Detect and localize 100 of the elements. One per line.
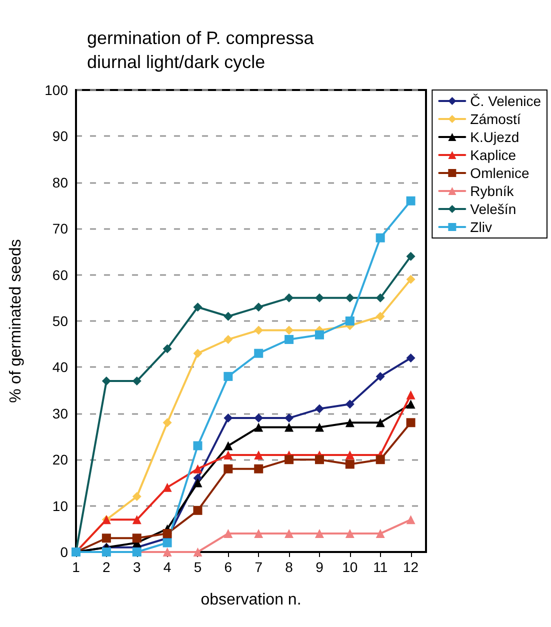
x-tick-label: 9 [316,559,324,575]
legend-label: Zliv [470,219,492,235]
point [254,348,264,358]
point [162,529,172,538]
x-tick-label: 11 [373,559,388,575]
legend-label: Omlenice [470,165,530,181]
point [193,506,202,515]
point [162,418,172,428]
point [314,455,324,464]
point [162,482,172,492]
point [406,418,416,428]
y-tick-label: 30 [52,405,68,422]
point [193,478,202,488]
point [345,400,354,409]
y-tick-label: 10 [52,498,68,514]
point [284,422,294,432]
point [162,548,172,556]
point [284,293,294,302]
point [345,316,354,326]
point [284,455,294,464]
y-tick-label: 70 [52,220,68,237]
point [224,414,233,423]
x-tick-label: 2 [102,559,111,575]
point [376,312,385,321]
x-tick-label: 7 [254,559,263,575]
point [376,233,385,242]
point [224,464,233,474]
point [162,538,172,548]
point [132,534,142,543]
point [314,293,324,302]
point [406,196,416,206]
y-axis-title: % of germinated seeds [8,239,24,403]
legend-label: Zámostí [470,111,521,127]
point [162,344,172,354]
chart-title: germination of P. compressa [87,28,315,48]
point [406,353,416,362]
y-tick-label: 100 [44,82,68,98]
point [314,330,324,340]
point [376,293,385,302]
legend-label: Rybník [470,183,515,199]
legend-label: Kaplice [470,147,516,163]
x-tick-label: 10 [342,559,358,575]
y-tick-label: 40 [52,359,68,376]
point [376,455,385,464]
point [224,334,233,344]
point [254,302,264,312]
legend-label: Velešín [470,201,516,217]
point [314,422,324,432]
chart-subtitle: diurnal light/dark cycle [87,52,266,72]
point [193,302,202,312]
point [345,529,354,538]
point [254,450,264,460]
point [224,529,233,538]
point [345,418,354,428]
point [132,492,142,502]
point [284,334,294,344]
legend-label: Č. Velenice [470,93,542,109]
point [254,464,264,474]
point [376,418,385,428]
point [132,515,142,524]
point [376,372,385,381]
point [193,548,202,556]
point [314,404,324,414]
x-tick-label: 5 [194,559,202,575]
x-tick-label: 4 [163,559,172,575]
point [376,529,385,538]
x-tick-label: 1 [72,559,80,575]
point [254,422,264,432]
point [345,293,354,302]
y-tick-label: 60 [52,266,68,283]
point [345,460,354,469]
point [224,312,233,321]
point [132,376,142,386]
point [345,450,354,460]
point [254,529,264,538]
point [224,372,233,381]
y-tick-label: 20 [52,452,68,468]
point [406,252,416,261]
point [284,414,294,423]
point [193,348,202,358]
point [406,400,416,409]
x-axis-title: observation n. [200,592,302,608]
point [406,390,416,400]
point [224,441,233,450]
point [284,326,294,335]
y-tick-label: 0 [60,544,68,560]
y-tick-label: 80 [52,174,68,190]
point [406,515,416,524]
point [254,326,264,335]
point [102,534,111,543]
y-tick-label: 90 [52,128,68,144]
x-tick-label: 8 [285,559,294,575]
point [314,529,324,538]
point [406,274,416,284]
point [284,529,294,538]
x-tick-label: 3 [132,559,141,575]
point [224,450,233,460]
x-tick-label: 12 [402,559,419,575]
point [193,441,202,450]
legend-label: K.Ujezd [470,129,520,145]
